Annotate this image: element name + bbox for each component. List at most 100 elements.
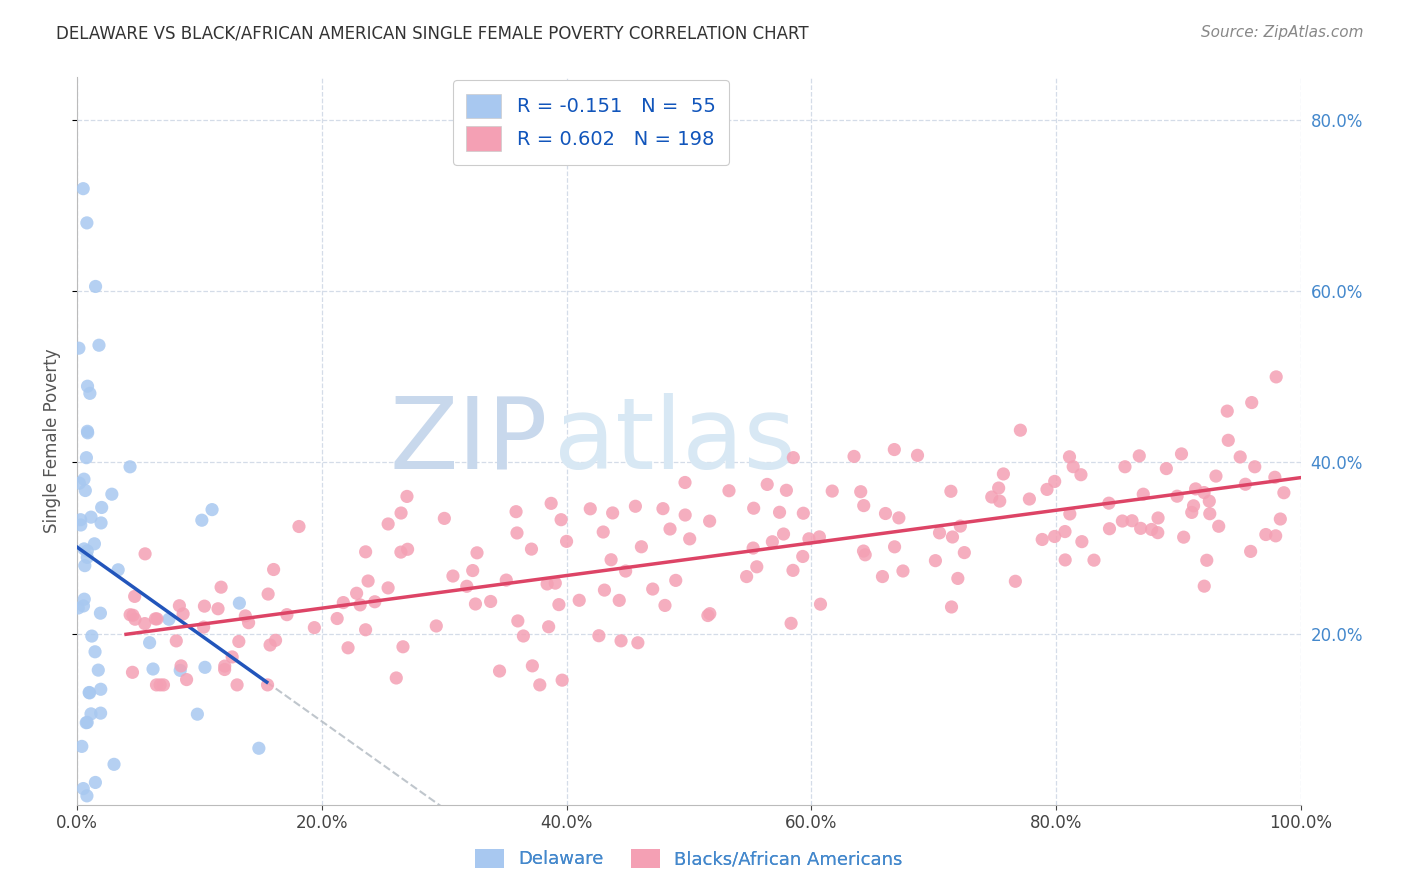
Point <box>76 789 98 803</box>
Point <box>87 663 110 677</box>
Point <box>1166 489 1188 503</box>
Point <box>600 553 623 567</box>
Point <box>186 707 208 722</box>
Point <box>157 612 180 626</box>
Point <box>780 616 803 631</box>
Point <box>90 706 112 720</box>
Point <box>1147 511 1170 525</box>
Point <box>772 527 794 541</box>
Point <box>768 505 790 519</box>
Point <box>1140 523 1163 537</box>
Point <box>852 544 875 558</box>
Point <box>90 500 112 515</box>
Point <box>165 633 187 648</box>
Point <box>792 506 814 520</box>
Point <box>1043 475 1066 489</box>
Point <box>875 507 897 521</box>
Point <box>852 499 875 513</box>
Point <box>883 442 905 457</box>
Point <box>263 562 285 576</box>
Point <box>354 623 377 637</box>
Point <box>124 612 146 626</box>
Point <box>512 629 534 643</box>
Point <box>745 559 768 574</box>
Point <box>90 682 112 697</box>
Point <box>652 501 675 516</box>
Point <box>72 182 94 196</box>
Point <box>1146 525 1168 540</box>
Point <box>1121 514 1143 528</box>
Point <box>1198 494 1220 508</box>
Point <box>849 484 872 499</box>
Point <box>441 569 464 583</box>
Point <box>568 593 591 607</box>
Point <box>385 671 408 685</box>
Point <box>1114 459 1136 474</box>
Point <box>120 607 142 622</box>
Point <box>1254 527 1277 541</box>
Point <box>79 686 101 700</box>
Point <box>602 506 624 520</box>
Point <box>1053 524 1076 539</box>
Point <box>169 599 191 613</box>
Point <box>276 607 298 622</box>
Text: ZIP: ZIP <box>389 392 548 490</box>
Point <box>588 629 610 643</box>
Point <box>1229 450 1251 464</box>
Point <box>76 715 98 730</box>
Point <box>614 564 637 578</box>
Point <box>145 612 167 626</box>
Point <box>76 216 98 230</box>
Point <box>69 513 91 527</box>
Point <box>228 596 250 610</box>
Point <box>304 621 326 635</box>
Y-axis label: Single Female Poverty: Single Female Poverty <box>44 349 60 533</box>
Point <box>810 597 832 611</box>
Point <box>433 511 456 525</box>
Point <box>665 574 688 588</box>
Point <box>73 558 96 573</box>
Point <box>536 577 558 591</box>
Point <box>80 510 103 524</box>
Point <box>1054 553 1077 567</box>
Point <box>624 500 647 514</box>
Point <box>1181 505 1204 519</box>
Point <box>75 715 97 730</box>
Point <box>169 664 191 678</box>
Point <box>1272 485 1295 500</box>
Point <box>207 601 229 615</box>
Point <box>80 629 103 643</box>
Point <box>1098 522 1121 536</box>
Point <box>699 607 721 621</box>
Point <box>1018 491 1040 506</box>
Point <box>142 662 165 676</box>
Point <box>76 425 98 439</box>
Point <box>238 615 260 630</box>
Point <box>506 614 529 628</box>
Point <box>1083 553 1105 567</box>
Point <box>170 659 193 673</box>
Point <box>792 549 814 564</box>
Point <box>461 564 484 578</box>
Point <box>79 386 101 401</box>
Point <box>134 547 156 561</box>
Point <box>149 678 172 692</box>
Point <box>191 513 214 527</box>
Point <box>887 511 910 525</box>
Point <box>221 649 243 664</box>
Point <box>395 490 418 504</box>
Point <box>70 739 93 754</box>
Point <box>354 545 377 559</box>
Point <box>76 379 98 393</box>
Point <box>1270 512 1292 526</box>
Point <box>941 599 963 614</box>
Point <box>1059 450 1081 464</box>
Point <box>118 459 141 474</box>
Point <box>1036 483 1059 497</box>
Point <box>679 532 702 546</box>
Point <box>80 706 103 721</box>
Point <box>1173 530 1195 544</box>
Point <box>735 569 758 583</box>
Point <box>1208 519 1230 533</box>
Point <box>872 569 894 583</box>
